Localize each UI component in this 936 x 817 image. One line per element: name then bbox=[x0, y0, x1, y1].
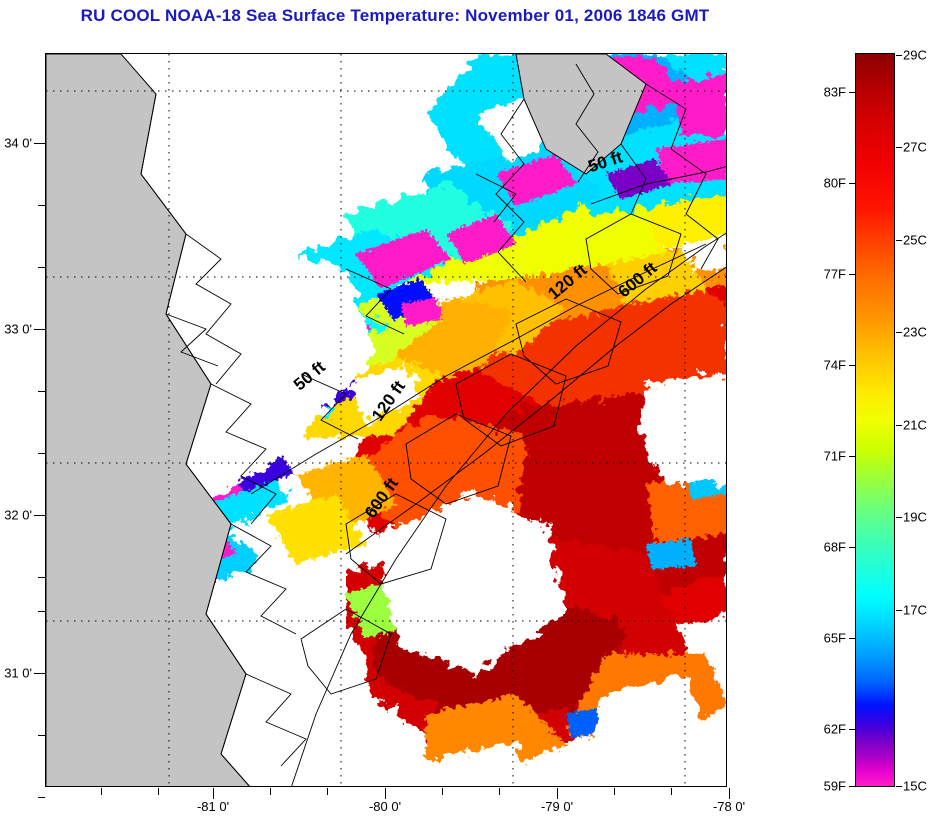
x-axis-tick bbox=[101, 788, 102, 795]
y-axis-tick bbox=[38, 797, 45, 798]
colorbar-gradient bbox=[856, 54, 894, 786]
x-axis-tick bbox=[729, 788, 730, 799]
colorbar-tick-right bbox=[896, 147, 902, 148]
x-axis-tick bbox=[270, 788, 271, 795]
colorbar-label-celsius: 27C bbox=[903, 139, 927, 155]
x-axis-tick bbox=[158, 788, 159, 795]
y-axis-tick bbox=[38, 391, 45, 392]
y-axis-tick bbox=[38, 611, 45, 612]
colorbar-label-fahrenheit: 65F bbox=[823, 630, 846, 646]
colorbar-tick-left bbox=[849, 638, 855, 639]
y-axis-tick bbox=[34, 515, 45, 516]
lat-lon-gridlines bbox=[46, 54, 726, 786]
y-axis-tick bbox=[38, 267, 45, 268]
colorbar-tick-left bbox=[849, 456, 855, 457]
y-axis-tick bbox=[38, 735, 45, 736]
colorbar-tick-right bbox=[896, 425, 902, 426]
y-axis-label: 33 0' bbox=[4, 321, 32, 337]
x-axis-label: -80 0' bbox=[368, 799, 402, 814]
colorbar-label-fahrenheit: 77F bbox=[823, 266, 846, 282]
x-axis-label: -81 0' bbox=[196, 799, 230, 814]
y-axis-tick bbox=[38, 577, 45, 578]
colorbar-label-fahrenheit: 71F bbox=[823, 448, 846, 464]
colorbar-label-fahrenheit: 83F bbox=[823, 84, 846, 100]
y-axis-tick bbox=[38, 453, 45, 454]
x-axis-tick bbox=[499, 788, 500, 795]
colorbar-tick-left bbox=[849, 729, 855, 730]
y-axis-label: 34 0' bbox=[4, 135, 32, 151]
x-axis-tick bbox=[614, 788, 615, 795]
x-axis-label: -79 0' bbox=[540, 799, 574, 814]
temperature-colorbar bbox=[855, 53, 895, 787]
y-axis-label: 31 0' bbox=[4, 665, 32, 681]
colorbar-tick-right bbox=[896, 332, 902, 333]
colorbar-tick-left bbox=[849, 92, 855, 93]
colorbar-tick-left bbox=[849, 786, 855, 787]
y-axis-tick bbox=[38, 205, 45, 206]
colorbar-label-fahrenheit: 80F bbox=[823, 175, 846, 191]
colorbar-label-fahrenheit: 68F bbox=[823, 539, 846, 555]
y-axis-tick bbox=[34, 673, 45, 674]
colorbar-label-celsius: 25C bbox=[903, 232, 927, 248]
colorbar-label-celsius: 21C bbox=[903, 417, 927, 433]
colorbar-label-fahrenheit: 62F bbox=[823, 721, 846, 737]
colorbar-tick-right bbox=[896, 517, 902, 518]
sst-map-plot: 50 ft 120 ft 600 ft 50 ft 120 ft 600 ft bbox=[45, 53, 727, 787]
y-axis-tick bbox=[34, 329, 45, 330]
colorbar-tick-right bbox=[896, 240, 902, 241]
colorbar-label-celsius: 23C bbox=[903, 324, 927, 340]
x-axis-tick bbox=[557, 788, 558, 799]
x-axis-tick bbox=[385, 788, 386, 799]
colorbar-label-celsius: 19C bbox=[903, 509, 927, 525]
colorbar-tick-right bbox=[896, 786, 902, 787]
colorbar-tick-left bbox=[849, 547, 855, 548]
colorbar-tick-left bbox=[849, 365, 855, 366]
x-axis-tick bbox=[327, 788, 328, 795]
colorbar-label-celsius: 29C bbox=[903, 47, 927, 63]
y-axis-label: 32 0' bbox=[4, 507, 32, 523]
colorbar-tick-right bbox=[896, 610, 902, 611]
colorbar-tick-left bbox=[849, 274, 855, 275]
y-axis-tick bbox=[34, 143, 45, 144]
page-title: RU COOL NOAA-18 Sea Surface Temperature:… bbox=[80, 6, 710, 25]
colorbar-label-fahrenheit: 59F bbox=[823, 778, 846, 794]
colorbar-tick-right bbox=[896, 55, 902, 56]
colorbar-tick-left bbox=[849, 183, 855, 184]
colorbar-label-celsius: 17C bbox=[903, 602, 927, 618]
depth-contour-lines bbox=[250, 166, 726, 786]
x-axis-tick bbox=[213, 788, 214, 799]
coastline bbox=[140, 63, 719, 786]
x-axis-tick bbox=[442, 788, 443, 795]
colorbar-label-celsius: 15C bbox=[903, 778, 927, 794]
x-axis-tick bbox=[671, 788, 672, 795]
colorbar-label-fahrenheit: 74F bbox=[823, 357, 846, 373]
x-axis-label: -78 0' bbox=[712, 799, 746, 814]
